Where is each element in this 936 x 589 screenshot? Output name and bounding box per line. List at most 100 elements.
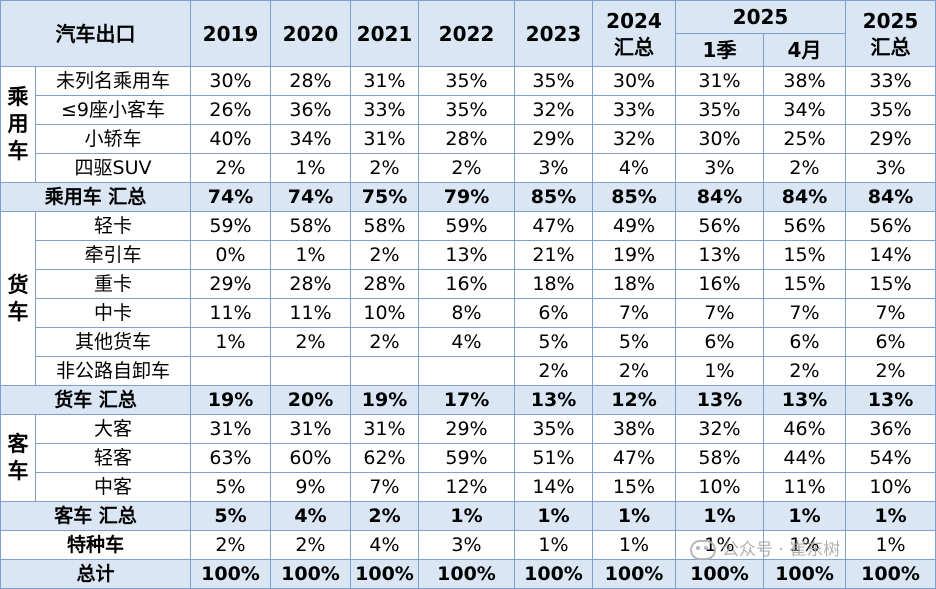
value-cell: 11% bbox=[762, 472, 847, 502]
value-cell: 56% bbox=[845, 211, 936, 241]
value-cell: 15% bbox=[762, 240, 847, 270]
group-label: 货车 bbox=[0, 211, 36, 386]
summary-value: 1% bbox=[514, 501, 593, 531]
value-cell: 28% bbox=[270, 269, 351, 299]
summary-value: 84% bbox=[675, 182, 764, 212]
value-cell: 40% bbox=[190, 124, 271, 154]
value-cell: 2% bbox=[190, 153, 271, 183]
value-cell: 2% bbox=[350, 153, 419, 183]
table-row: 乘用车未列名乘用车 30% 28% 31% 35% 35% 30% 31% 38% 33% bbox=[0, 66, 936, 183]
value-cell: 0% bbox=[190, 240, 271, 270]
value-cell: 60% bbox=[270, 443, 351, 473]
value-cell: 35% bbox=[845, 95, 936, 125]
total-row: 总计 100% 100% 100% 100% 100% 100% 100% 100% 100% bbox=[0, 559, 936, 589]
value-cell: 59% bbox=[418, 443, 515, 473]
table-row: 非公路自卸车 2% 2% 1% 2% 2% bbox=[1, 356, 936, 386]
value-cell: 3% bbox=[845, 153, 936, 183]
total-row-value: 100% bbox=[190, 559, 271, 589]
value-cell: 54% bbox=[845, 443, 936, 473]
value-cell: 7% bbox=[675, 298, 764, 328]
value-cell: 2% bbox=[350, 327, 419, 357]
value-cell: 32% bbox=[514, 95, 593, 125]
value-cell: 25% bbox=[762, 124, 847, 154]
summary-value: 1% bbox=[845, 501, 936, 531]
value-cell: 15% bbox=[845, 269, 936, 299]
value-cell: 59% bbox=[190, 211, 271, 241]
value-cell: 2% bbox=[762, 356, 847, 386]
value-cell: 36% bbox=[845, 414, 936, 444]
value-cell: 2% bbox=[514, 356, 593, 386]
row-label: 中客 bbox=[35, 472, 191, 502]
value-cell: 2% bbox=[592, 356, 676, 386]
value-cell: 4% bbox=[418, 327, 515, 357]
value-cell: 38% bbox=[592, 414, 676, 444]
value-cell: 31% bbox=[350, 66, 419, 96]
value-cell: 36% bbox=[270, 95, 351, 125]
total-row-value: 100% bbox=[845, 559, 936, 589]
value-cell: 18% bbox=[592, 269, 676, 299]
value-cell: 5% bbox=[514, 327, 593, 357]
special-row-value: 1% bbox=[514, 530, 593, 560]
group-label-char: 车 bbox=[7, 299, 29, 324]
group-label-char: 车 bbox=[7, 139, 29, 163]
value-cell: 58% bbox=[270, 211, 351, 241]
value-cell: 10% bbox=[845, 472, 936, 502]
header-2025sum-sum: 汇总 bbox=[870, 34, 911, 59]
value-cell: 21% bbox=[514, 240, 593, 270]
value-cell: 29% bbox=[190, 269, 271, 299]
total-row-value: 100% bbox=[592, 559, 676, 589]
summary-value: 13% bbox=[762, 385, 847, 415]
special-row-value: 3% bbox=[418, 530, 515, 560]
value-cell: 30% bbox=[675, 124, 764, 154]
table-row: 中卡 11% 11% 10% 8% 6% 7% 7% 7% 7% bbox=[1, 298, 936, 328]
value-cell: 56% bbox=[675, 211, 764, 241]
header-april: 4月 bbox=[762, 33, 847, 67]
header-2025sum-year: 2025 bbox=[862, 8, 919, 33]
table-row: 重卡 29% 28% 28% 16% 18% 18% 16% 15% 15% bbox=[1, 269, 936, 299]
group-label-char: 乘 bbox=[7, 85, 29, 109]
value-cell: 11% bbox=[190, 298, 271, 328]
value-cell: 31% bbox=[270, 414, 351, 444]
summary-value: 19% bbox=[190, 385, 271, 415]
header-year: 2023 bbox=[514, 0, 593, 67]
header-q1: 1季 bbox=[675, 33, 764, 67]
group-label-char: 客 bbox=[7, 432, 29, 456]
total-row-label: 总计 bbox=[0, 559, 191, 589]
value-cell: 12% bbox=[418, 472, 515, 502]
value-cell: 7% bbox=[845, 298, 936, 328]
row-label: 中卡 bbox=[35, 298, 191, 328]
summary-row: 乘用车 汇总 74% 74% 75% 79% 85% 85% 84% 84% 84% bbox=[0, 182, 936, 212]
row-label: 牵引车 bbox=[35, 240, 191, 270]
value-cell: 14% bbox=[514, 472, 593, 502]
value-cell: 1% bbox=[270, 153, 351, 183]
value-cell: 35% bbox=[418, 66, 515, 96]
summary-value: 13% bbox=[514, 385, 593, 415]
table-row: 牵引车 0% 1% 2% 13% 21% 19% 13% 15% 14% bbox=[1, 240, 936, 270]
value-cell: 47% bbox=[592, 443, 676, 473]
value-cell: 2% bbox=[418, 153, 515, 183]
value-cell: 59% bbox=[418, 211, 515, 241]
header-2024-total: 2024 汇总 bbox=[592, 0, 676, 67]
table-row: 小轿车 40% 34% 31% 28% 29% 32% 30% 25% 29% bbox=[1, 124, 936, 154]
value-cell: 5% bbox=[190, 472, 271, 502]
value-cell: 16% bbox=[675, 269, 764, 299]
value-cell: 31% bbox=[350, 414, 419, 444]
value-cell: 63% bbox=[190, 443, 271, 473]
value-cell: 3% bbox=[514, 153, 593, 183]
summary-value: 2% bbox=[350, 501, 419, 531]
header-2024-year: 2024 bbox=[606, 8, 662, 33]
value-cell bbox=[418, 356, 515, 386]
value-cell: 28% bbox=[418, 124, 515, 154]
summary-value: 1% bbox=[675, 501, 764, 531]
summary-value: 1% bbox=[592, 501, 676, 531]
value-cell: 19% bbox=[592, 240, 676, 270]
row-label: 轻卡 bbox=[35, 211, 191, 241]
value-cell: 62% bbox=[350, 443, 419, 473]
summary-value: 74% bbox=[270, 182, 351, 212]
header-2024-sum: 汇总 bbox=[614, 34, 654, 59]
summary-value: 1% bbox=[762, 501, 847, 531]
special-row-value: 2% bbox=[190, 530, 271, 560]
value-cell: 31% bbox=[350, 124, 419, 154]
value-cell: 29% bbox=[514, 124, 593, 154]
